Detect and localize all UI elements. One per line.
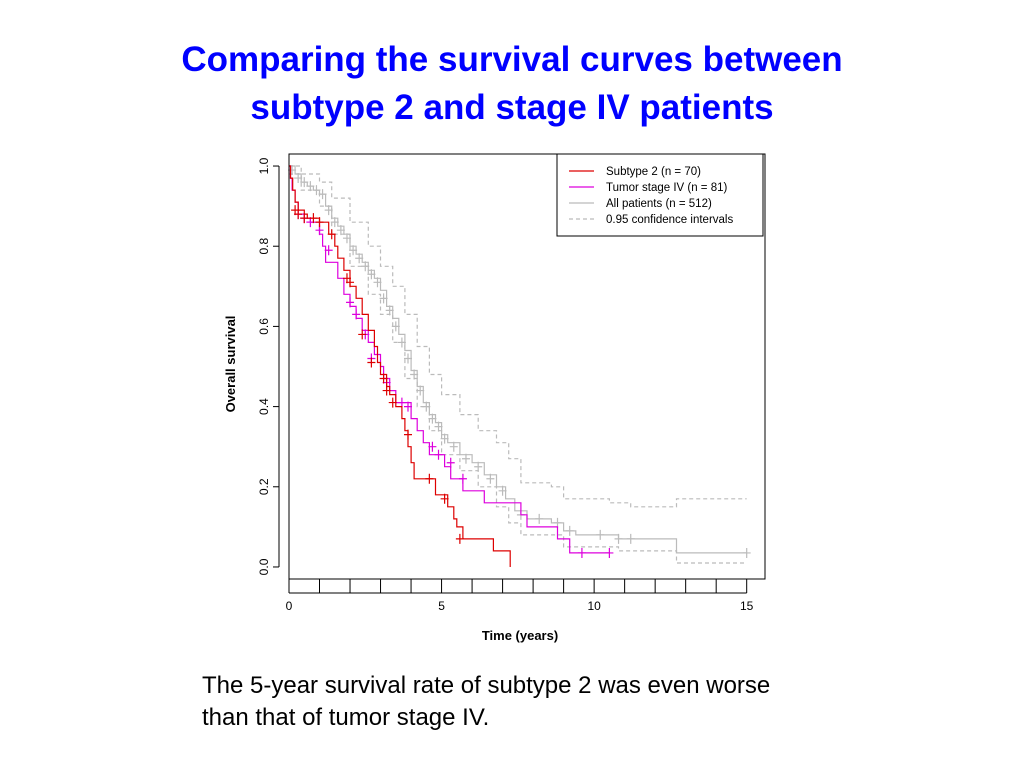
censor-mark-all-patients xyxy=(626,533,635,544)
censor-mark-stage-iv xyxy=(428,441,437,452)
censor-mark-all-patients xyxy=(535,513,544,524)
censor-mark-all-patients xyxy=(449,441,458,452)
legend-label: All patients (n = 512) xyxy=(606,198,712,210)
censor-mark-all-patients xyxy=(422,401,431,412)
censor-mark-stage-iv xyxy=(446,457,455,468)
censor-mark-all-patients xyxy=(385,305,394,316)
censor-mark-stage-iv xyxy=(352,309,361,320)
censor-mark-all-patients xyxy=(336,225,345,236)
censor-mark-stage-iv xyxy=(397,397,406,408)
caption-line-2: than that of tumor stage IV. xyxy=(202,704,490,731)
legend-label: Subtype 2 (n = 70) xyxy=(606,166,701,178)
legend-label: Tumor stage IV (n = 81) xyxy=(606,182,728,194)
censor-mark-all-patients xyxy=(367,269,376,280)
censor-mark-subtype2 xyxy=(379,373,388,384)
censor-mark-stage-iv xyxy=(577,547,586,558)
censor-mark-subtype2 xyxy=(388,397,397,408)
censor-mark-all-patients xyxy=(410,369,419,380)
censor-mark-all-patients xyxy=(553,517,562,528)
censor-mark-all-patients xyxy=(349,245,358,256)
y-tick-label: 0.6 xyxy=(257,318,271,335)
censor-mark-all-patients xyxy=(312,185,321,196)
censor-mark-all-patients xyxy=(342,233,351,244)
censor-mark-all-patients xyxy=(486,473,495,484)
censor-mark-all-patients xyxy=(416,385,425,396)
censor-mark-all-patients xyxy=(397,337,406,348)
censor-mark-subtype2 xyxy=(455,533,464,544)
censor-mark-subtype2 xyxy=(425,473,434,484)
ci-upper-line xyxy=(289,165,747,508)
censor-mark-subtype2 xyxy=(382,385,391,396)
censor-mark-all-patients xyxy=(318,189,327,200)
x-tick-label: 5 xyxy=(438,599,445,613)
legend: Subtype 2 (n = 70) Tumor stage IV (n = 81… xyxy=(556,153,764,237)
censor-mark-all-patients xyxy=(306,181,315,192)
x-axis-label: Time (years) xyxy=(482,628,558,643)
censor-mark-all-patients xyxy=(391,321,400,332)
censor-mark-all-patients xyxy=(474,461,483,472)
censor-mark-all-patients xyxy=(355,253,364,264)
censor-mark-subtype2 xyxy=(300,213,309,224)
censor-mark-stage-iv xyxy=(605,547,614,558)
censor-mark-all-patients xyxy=(373,277,382,288)
censor-mark-all-patients xyxy=(742,547,751,558)
censor-mark-subtype2 xyxy=(367,357,376,368)
title-line-2: subtype 2 and stage IV patients xyxy=(250,88,774,127)
censor-mark-subtype2 xyxy=(440,493,449,504)
censor-mark-all-patients xyxy=(300,177,309,188)
censor-mark-stage-iv xyxy=(324,245,333,256)
censor-mark-stage-iv xyxy=(404,401,412,412)
y-axis-label: Overall survival xyxy=(223,316,238,413)
series-all-patients-line xyxy=(289,165,747,554)
series-subtype2-line xyxy=(289,165,511,567)
censor-mark-all-patients xyxy=(565,525,574,536)
censor-mark-all-patients xyxy=(330,217,339,228)
censor-mark-subtype2 xyxy=(346,277,355,288)
censor-mark-all-patients xyxy=(361,261,370,272)
title-line-1: Comparing the survival curves between xyxy=(181,40,843,79)
censor-mark-all-patients xyxy=(294,173,303,184)
censor-mark-all-patients xyxy=(440,433,449,444)
x-tick-label: 10 xyxy=(587,599,601,613)
y-tick-label: 1.0 xyxy=(257,157,271,174)
censor-mark-subtype2 xyxy=(404,429,412,440)
censor-mark-all-patients xyxy=(614,533,623,544)
censor-mark-all-patients xyxy=(461,453,470,464)
censor-mark-subtype2 xyxy=(358,329,367,340)
x-tick-label: 0 xyxy=(286,599,293,613)
censor-mark-all-patients xyxy=(379,293,388,304)
censor-mark-all-patients xyxy=(596,529,605,540)
legend-label: 0.95 confidence intervals xyxy=(606,214,733,226)
slide-title: Comparing the survival curves between su… xyxy=(0,36,1024,132)
y-tick-label: 0.2 xyxy=(257,478,271,495)
censor-mark-stage-iv xyxy=(458,473,467,484)
censor-mark-subtype2 xyxy=(315,217,324,228)
y-tick-label: 0.0 xyxy=(257,558,271,575)
y-tick-label: 0.4 xyxy=(257,398,271,415)
censor-mark-all-patients xyxy=(324,205,333,216)
survival-chart: 0 5 10 15 0.0 0.2 0.4 0.6 0.8 1.0 Time (years) Ov… xyxy=(223,153,766,643)
y-tick-label: 0.8 xyxy=(257,238,271,255)
censor-mark-subtype2 xyxy=(294,209,303,220)
censor-mark-all-patients xyxy=(434,421,443,432)
censor-mark-subtype2 xyxy=(327,229,336,240)
plot-frame xyxy=(288,153,766,580)
x-tick-label: 15 xyxy=(740,599,754,613)
censor-mark-all-patients xyxy=(404,353,412,364)
legend-box xyxy=(556,153,764,237)
censor-mark-stage-iv xyxy=(346,297,355,308)
censor-mark-all-patients xyxy=(498,485,507,496)
censor-mark-all-patients xyxy=(428,413,437,424)
caption-line-1: The 5-year survival rate of subtype 2 wa… xyxy=(202,672,771,699)
censor-mark-subtype2 xyxy=(309,213,318,224)
censor-mark-stage-iv xyxy=(434,449,443,460)
caption: The 5-year survival rate of subtype 2 wa… xyxy=(202,670,902,734)
